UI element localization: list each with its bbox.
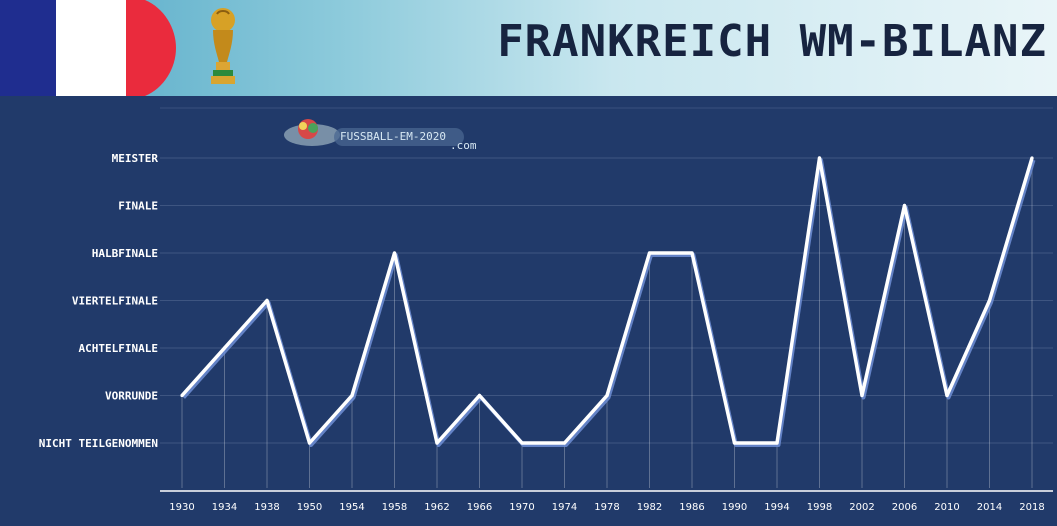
data-point	[180, 393, 184, 398]
x-tick-label: 1994	[764, 502, 789, 513]
data-point	[265, 298, 269, 303]
data-point	[817, 156, 822, 160]
x-tick-label: 1966	[467, 502, 492, 513]
data-point	[945, 393, 949, 398]
trophy-icon	[211, 8, 235, 84]
france-flag-icon	[0, 0, 176, 96]
y-level-label: VORRUNDE	[105, 390, 158, 403]
y-level-label: VIERTELFINALE	[72, 295, 158, 308]
watermark-text: FUSSBALL-EM-2020	[340, 130, 446, 143]
header-banner: FRANKREICH WM-BILANZ	[0, 0, 1057, 96]
data-point	[520, 441, 524, 445]
data-point	[605, 393, 609, 398]
x-tick-label: 1982	[637, 502, 662, 513]
x-tick-label: 1998	[807, 502, 832, 513]
x-tick-label: 2014	[977, 502, 1002, 513]
data-point	[987, 298, 992, 303]
data-point	[562, 441, 567, 445]
data-point	[647, 251, 652, 255]
y-level-label: NICHT TEILGENOMMEN	[39, 437, 158, 450]
watermark-subtext: .com	[450, 139, 477, 152]
x-tick-label: 1970	[509, 502, 534, 513]
x-tick-label: 1990	[722, 502, 747, 513]
chart-area: FUSSBALL-EM-2020 .com NICHT TEILGENOMMEN…	[0, 96, 1057, 526]
watermark: FUSSBALL-EM-2020 .com	[284, 119, 477, 152]
chart-svg: FUSSBALL-EM-2020 .com NICHT TEILGENOMMEN…	[39, 107, 1053, 513]
x-tick-label: 1974	[552, 502, 577, 513]
label-layer: NICHT TEILGENOMMEN VORRUNDE ACHTELFINALE VI…	[39, 152, 1045, 513]
data-point	[350, 393, 354, 398]
x-tick-label: 2018	[1019, 502, 1044, 513]
x-tick-label: 2010	[934, 502, 959, 513]
header-graphics	[0, 0, 176, 96]
x-tick-label: 1930	[169, 502, 194, 513]
chart-title: FRANKREICH WM-BILANZ	[497, 16, 1047, 67]
y-level-label: FINALE	[118, 200, 158, 213]
line-layer	[180, 156, 1036, 447]
x-tick-label: 1986	[679, 502, 704, 513]
data-point	[1030, 156, 1034, 160]
x-tick-label: 2002	[849, 502, 874, 513]
data-point	[392, 251, 397, 255]
x-tick-label: 1938	[254, 502, 279, 513]
data-point	[477, 393, 482, 398]
data-point	[775, 441, 779, 445]
x-tick-label: 1954	[339, 502, 364, 513]
x-tick-label: 1978	[594, 502, 619, 513]
data-point	[732, 441, 737, 445]
series-line-shadow	[182, 158, 1036, 447]
data-point	[902, 203, 907, 208]
axis-layer	[160, 158, 1053, 492]
x-tick-label: 1958	[382, 502, 407, 513]
x-tick-label: 1934	[212, 502, 237, 513]
data-point	[690, 251, 694, 255]
data-point	[860, 393, 864, 398]
y-level-label: HALBFINALE	[92, 247, 158, 260]
x-tick-label: 2006	[892, 502, 917, 513]
x-tick-label: 1962	[424, 502, 449, 513]
y-level-label: ACHTELFINALE	[79, 342, 158, 355]
x-tick-label: 1950	[297, 502, 322, 513]
y-level-label: MEISTER	[112, 152, 159, 165]
data-point	[222, 346, 227, 350]
data-point	[435, 441, 439, 445]
data-point	[307, 441, 312, 445]
